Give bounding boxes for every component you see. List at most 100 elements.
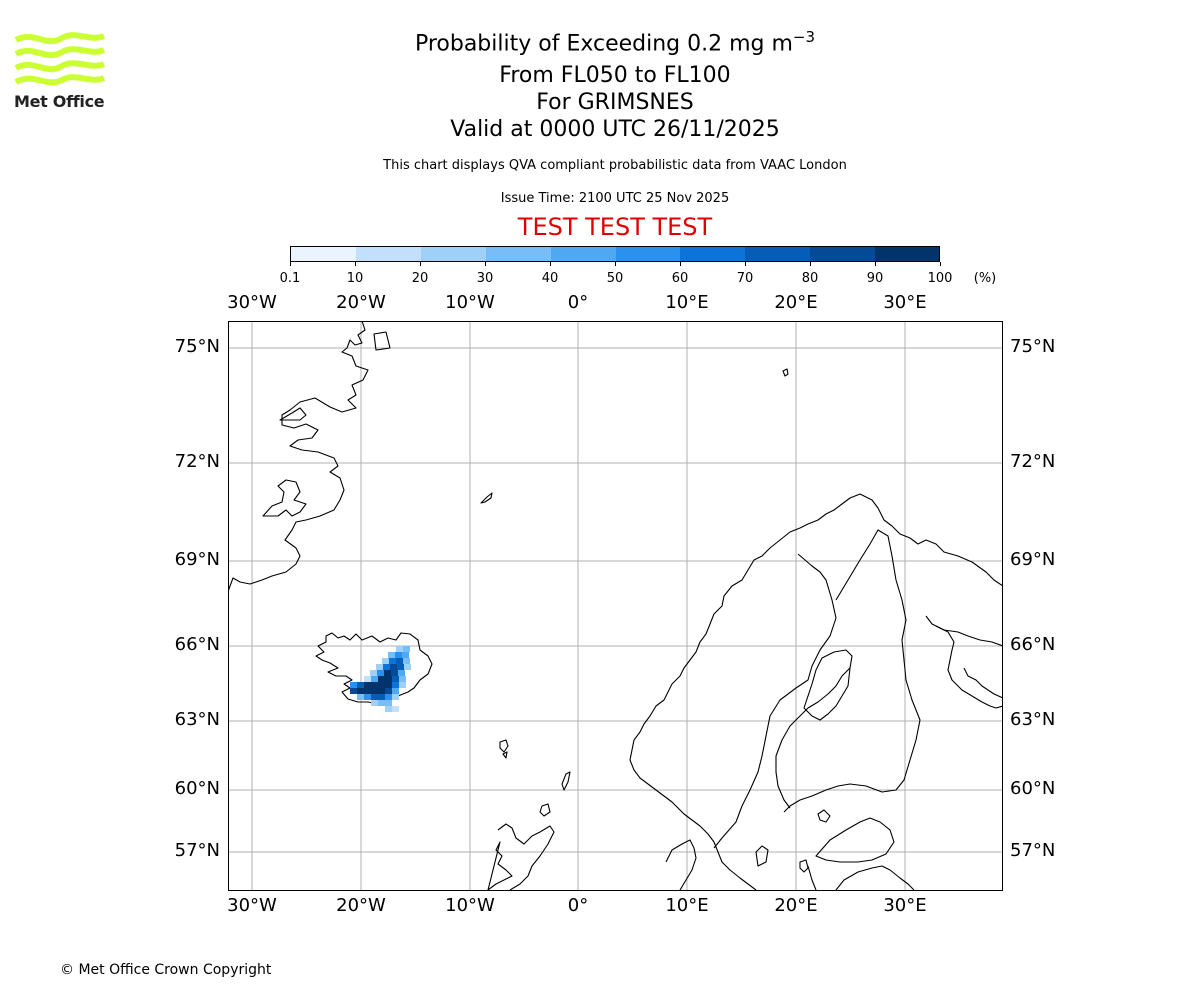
valid-time: Valid at 0000 UTC 26/11/2025 xyxy=(450,117,780,142)
colorbar-segment xyxy=(875,247,940,261)
map-panel[interactable] xyxy=(228,321,1003,891)
white-sea-coast xyxy=(963,667,1003,699)
plume-cell xyxy=(403,658,410,664)
colorbar-tick-mark xyxy=(615,262,616,266)
plume-cell xyxy=(364,694,371,700)
baltic-coastline xyxy=(807,865,915,891)
colorbar-tick-label: 80 xyxy=(801,271,819,286)
plume-cell xyxy=(403,646,410,652)
plume-cell xyxy=(371,676,378,682)
plume-cell xyxy=(378,688,385,694)
latitude-label: 69°N xyxy=(174,549,220,570)
plume-cell xyxy=(371,682,378,688)
latitude-label: 69°N xyxy=(1010,549,1056,570)
plume-cell xyxy=(378,694,385,700)
plume-cell xyxy=(371,688,378,694)
faroe-islands xyxy=(502,751,508,759)
colorbar-tick-label: 60 xyxy=(671,271,689,286)
plume-cell xyxy=(350,688,357,694)
qva-note: This chart displays QVA compliant probab… xyxy=(383,158,847,173)
greenland-fjord xyxy=(373,331,391,351)
denmark-coast xyxy=(665,839,697,891)
plume-cell xyxy=(371,694,378,700)
plume-cell xyxy=(350,682,357,688)
plume-cell xyxy=(357,688,364,694)
plume-cell xyxy=(385,700,392,706)
chart-title-superscript: −3 xyxy=(792,28,816,46)
plume-cell xyxy=(370,670,377,676)
plume-cell xyxy=(385,682,392,688)
plume-cell xyxy=(384,670,391,676)
longitude-label: 30°W xyxy=(227,292,277,313)
colorbar-segment xyxy=(355,247,421,261)
plume-cell xyxy=(364,676,371,682)
bear-island xyxy=(782,368,789,377)
colorbar-tick-mark xyxy=(355,262,356,266)
plume-cell xyxy=(402,652,409,658)
plume-cell xyxy=(378,682,385,688)
plume-cell xyxy=(357,694,364,700)
finland-sweden-border xyxy=(783,529,921,813)
plume-cell xyxy=(397,664,404,670)
colorbar-tick-label: 50 xyxy=(606,271,624,286)
longitude-label: 20°E xyxy=(774,292,818,313)
finland-east-coast xyxy=(803,649,853,721)
colorbar-tick-label: 90 xyxy=(866,271,884,286)
latitude-label: 57°N xyxy=(1010,840,1056,861)
plume-cell xyxy=(382,658,389,664)
colorbar-tick-label: 100 xyxy=(927,271,953,286)
latitude-label: 57°N xyxy=(174,840,220,861)
colorbar-segment xyxy=(680,247,746,261)
gulf-of-bothnia-coastline xyxy=(775,667,851,809)
latitude-label: 66°N xyxy=(174,634,220,655)
plume-cell xyxy=(388,652,395,658)
plume-cell xyxy=(391,670,398,676)
latitude-label: 72°N xyxy=(174,451,220,472)
sweden-norway-border xyxy=(713,553,837,849)
colorbar-tick-mark xyxy=(420,262,421,266)
plume-cell xyxy=(371,700,378,706)
latitude-label: 72°N xyxy=(1010,451,1056,472)
plume-cell xyxy=(396,646,403,652)
test-banner: TEST TEST TEST xyxy=(517,213,713,241)
plume-cell xyxy=(378,700,385,706)
colorbar-tick-mark xyxy=(680,262,681,266)
longitude-label: 10°W xyxy=(445,292,495,313)
colorbar-unit: (%) xyxy=(973,271,997,286)
plume-cell xyxy=(395,652,402,658)
colorbar-segment xyxy=(291,247,356,261)
plume-cell xyxy=(385,694,392,700)
latitude-label: 63°N xyxy=(174,709,220,730)
ash-probability-plume xyxy=(350,646,411,712)
norway-coastline xyxy=(629,493,1003,891)
plume-cell xyxy=(398,670,405,676)
longitude-label: 0° xyxy=(567,292,589,313)
plume-cell xyxy=(378,676,385,682)
map-frame xyxy=(228,321,1003,891)
plume-cell xyxy=(385,706,392,712)
colorbar-segment xyxy=(485,247,551,261)
colorbar-tick-label: 20 xyxy=(411,271,429,286)
longitude-label: 20°W xyxy=(336,895,386,916)
chart-title-main: Probability of Exceeding 0.2 mg m xyxy=(414,31,793,57)
map-gridlines xyxy=(228,321,1003,891)
greenland-coastline xyxy=(228,321,369,593)
longitude-label: 10°W xyxy=(445,895,495,916)
russia-coastline xyxy=(925,615,1003,709)
colorbar-tick-mark xyxy=(745,262,746,266)
orkney-islands xyxy=(539,803,551,817)
plume-cell xyxy=(392,688,399,694)
plume-cell xyxy=(364,688,371,694)
aland-islands xyxy=(817,809,831,823)
met-office-logo-text: Met Office xyxy=(14,92,105,111)
latitude-label: 60°N xyxy=(174,778,220,799)
colorbar-tick-mark xyxy=(550,262,551,266)
plume-cell xyxy=(392,706,399,712)
latitude-label: 60°N xyxy=(1010,778,1056,799)
plume-cell xyxy=(399,682,406,688)
longitude-label: 30°W xyxy=(227,895,277,916)
colorbar-segment xyxy=(550,247,616,261)
kola-coast xyxy=(935,625,1003,647)
plume-cell xyxy=(399,676,406,682)
sjaelland-island xyxy=(755,845,769,867)
